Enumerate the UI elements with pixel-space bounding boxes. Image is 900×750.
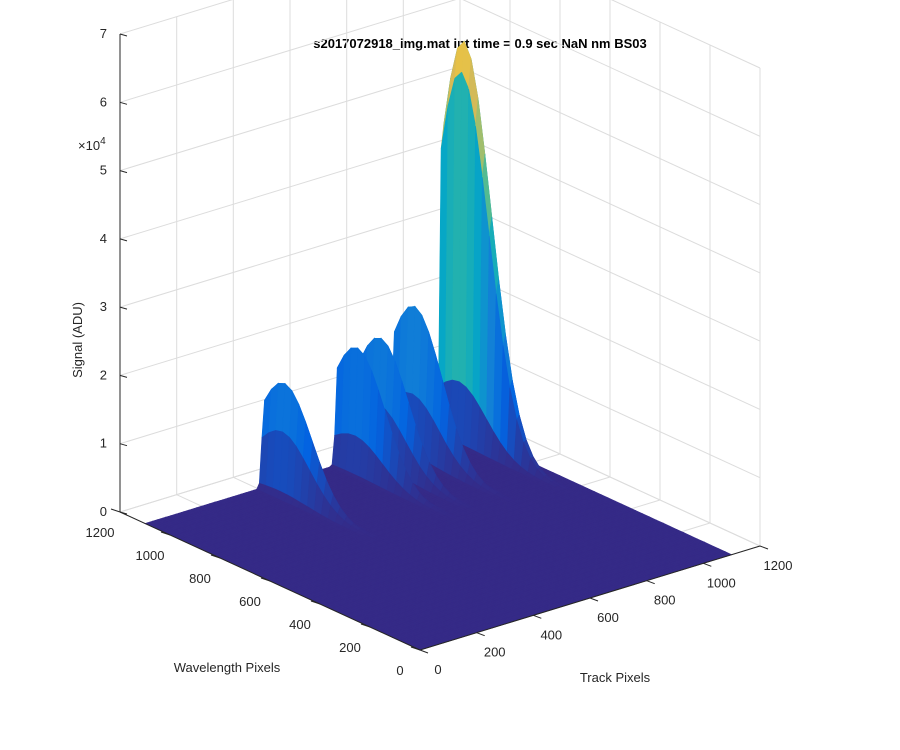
x-tick-mark xyxy=(533,614,542,619)
grid-line xyxy=(119,0,457,103)
z-tick-label: 6 xyxy=(100,94,107,109)
x-tick-label: 600 xyxy=(597,610,619,625)
z-tick-mark xyxy=(119,33,128,37)
grid-line xyxy=(119,270,461,376)
x-tick-label: 400 xyxy=(540,627,562,642)
grid-line xyxy=(459,134,761,274)
z-axis-label: Signal (ADU) xyxy=(70,302,85,378)
x-tick-mark xyxy=(589,597,599,602)
grid-line xyxy=(119,134,461,240)
z-tick-mark xyxy=(119,306,128,310)
y-axis-label: Wavelength Pixels xyxy=(174,660,281,675)
grid-line xyxy=(459,202,761,342)
x-tick-mark xyxy=(646,580,655,585)
z-tick-label: 1 xyxy=(100,436,107,451)
y-tick-label: 200 xyxy=(339,640,361,655)
z-tick-mark xyxy=(119,443,128,447)
y-tick-label: 400 xyxy=(289,617,311,632)
z-tick-label: 4 xyxy=(100,231,107,246)
y-tick-label: 1000 xyxy=(136,548,165,563)
z-tick-mark xyxy=(119,101,128,105)
grid-line xyxy=(459,66,761,206)
x-tick-label: 1200 xyxy=(764,558,793,573)
z-tick-label: 5 xyxy=(100,163,107,178)
grid-line xyxy=(119,202,461,308)
grid-line xyxy=(462,0,761,137)
z-tick-label: 0 xyxy=(100,504,107,519)
x-tick-mark xyxy=(703,562,712,567)
z-tick-label: 3 xyxy=(100,299,107,314)
z-tick-mark xyxy=(119,238,128,242)
z-exponent-label: ×104 xyxy=(78,136,106,153)
x-tick-mark xyxy=(759,545,769,550)
x-tick-label: 200 xyxy=(484,645,506,660)
chart-title: s2017072918_img.mat int time = 0.9 sec N… xyxy=(313,36,647,51)
x-axis-label: Track Pixels xyxy=(580,670,651,685)
z-tick-mark xyxy=(119,170,128,174)
y-tick-label: 600 xyxy=(239,594,261,609)
y-tick-label: 800 xyxy=(189,571,211,586)
grid-line xyxy=(119,0,233,35)
grid-line xyxy=(610,0,761,69)
grid-line xyxy=(119,66,461,172)
x-tick-label: 800 xyxy=(654,593,676,608)
x-tick-label: 1000 xyxy=(707,575,736,590)
surface xyxy=(144,40,733,651)
grid-line xyxy=(459,270,761,410)
z-tick-label: 2 xyxy=(100,367,107,382)
z-tick-mark xyxy=(119,374,128,378)
x-tick-mark xyxy=(476,632,485,637)
z-tick-label: 7 xyxy=(100,26,107,41)
x-tick-label: 0 xyxy=(434,662,441,677)
x-tick-mark xyxy=(419,649,429,654)
y-tick-mark xyxy=(110,508,121,513)
y-tick-label: 0 xyxy=(396,663,403,678)
y-tick-label: 1200 xyxy=(86,525,115,540)
